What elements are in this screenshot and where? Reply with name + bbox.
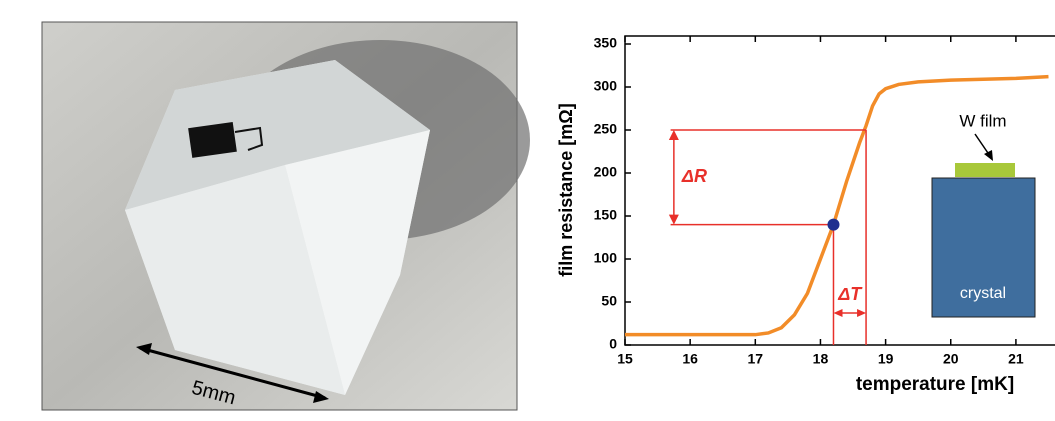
- x-axis-label: temperature [mK]: [856, 374, 1014, 395]
- arrow-head: [669, 130, 679, 140]
- x-tick-label: 18: [813, 351, 829, 367]
- arrow-head: [857, 309, 866, 317]
- y-tick-label: 50: [601, 293, 617, 309]
- arrow-head: [833, 309, 842, 317]
- sensor: [188, 122, 237, 158]
- y-tick-label: 100: [594, 250, 618, 266]
- page: 5mm 0 50 100 150 200 250 300 350 15 16 17 18 19 20 21 f…: [0, 0, 1055, 416]
- arrow-head: [669, 215, 679, 225]
- arrow-head: [984, 150, 993, 161]
- x-tick-label: 20: [943, 351, 959, 367]
- x-tick-label: 15: [617, 351, 633, 367]
- y-tick-label: 300: [594, 78, 618, 94]
- delta-t-label: ΔT: [837, 284, 863, 304]
- y-tick-label: 0: [609, 336, 617, 352]
- crystal-label: crystal: [960, 285, 1006, 302]
- delta-r-label: ΔR: [681, 166, 707, 186]
- photo: 5mm: [42, 22, 530, 410]
- y-tick-label: 150: [594, 207, 618, 223]
- y-tick-label: 350: [594, 35, 618, 51]
- y-axis-label: film resistance [mΩ]: [556, 103, 576, 277]
- film-label: W film: [959, 111, 1006, 130]
- w-film: [955, 163, 1015, 177]
- operating-point: [827, 219, 839, 231]
- y-tick-label: 200: [594, 164, 618, 180]
- x-tick-label: 19: [878, 351, 894, 367]
- y-tick-label: 250: [594, 121, 618, 137]
- x-tick-label: 16: [682, 351, 698, 367]
- x-tick-label: 17: [748, 351, 764, 367]
- chart: 0 50 100 150 200 250 300 350 15 16 17 18 19 20 21 film …: [556, 35, 1055, 395]
- x-tick-label: 21: [1008, 351, 1024, 367]
